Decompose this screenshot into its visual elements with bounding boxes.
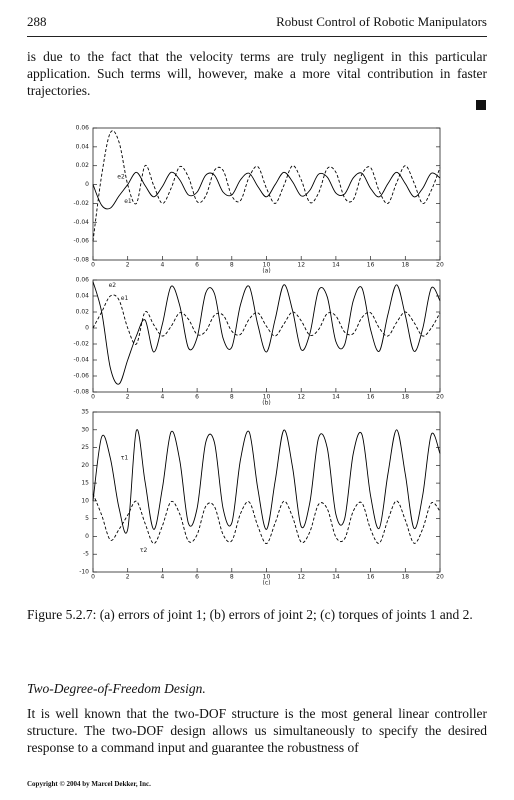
- x-tick-label: 10: [263, 394, 271, 401]
- x-tick-label: 2: [126, 394, 130, 401]
- y-tick-label: -0.08: [73, 257, 89, 264]
- paragraph: It is well known that the two-DOF struct…: [27, 706, 487, 755]
- x-tick-label: 4: [160, 394, 164, 401]
- page-number: 288: [27, 14, 47, 29]
- x-tick-label: 14: [332, 262, 340, 269]
- line-series: [92, 130, 441, 242]
- plot-frame: [92, 127, 441, 261]
- y-tick-label: 15: [81, 480, 89, 487]
- y-tick-label: -0.04: [73, 357, 89, 364]
- x-tick-label: 16: [367, 262, 375, 269]
- series-label: e1: [121, 295, 129, 302]
- y-tick-label: 0.06: [76, 125, 90, 132]
- y-tick-label: 0: [85, 181, 89, 188]
- line-series: [92, 281, 441, 385]
- line-series: [92, 171, 441, 210]
- x-tick-label: 4: [160, 574, 164, 581]
- y-tick-label: 30: [81, 426, 89, 433]
- y-tick-label: 25: [81, 444, 89, 451]
- series-label: τ1: [121, 455, 129, 462]
- y-tick-label: -0.02: [73, 200, 89, 207]
- series-label: τ2: [140, 547, 148, 554]
- x-tick-label: 10: [263, 262, 271, 269]
- x-tick-label: 20: [436, 394, 444, 401]
- y-tick-label: 0.02: [76, 309, 90, 316]
- x-tick-label: 20: [436, 574, 444, 581]
- end-mark: [476, 100, 486, 110]
- y-tick-label: 20: [81, 462, 89, 469]
- y-tick-label: 0.04: [76, 293, 90, 300]
- x-tick-label: 18: [401, 394, 409, 401]
- x-tick-label: 0: [91, 262, 95, 269]
- y-tick-label: -0.06: [73, 373, 89, 380]
- figure: -0.08 -0.06 -0.04 -0.02 0 0.02 0.04 0.06 0 2 4 6 8 10…: [73, 125, 444, 587]
- y-tick-label: -0.08: [73, 389, 89, 396]
- y-tick-label: 35: [81, 409, 89, 416]
- x-tick-label: 18: [401, 262, 409, 269]
- x-tick-label: 6: [195, 262, 199, 269]
- paragraph: is due to the fact that the velocity ter…: [27, 49, 487, 98]
- x-tick-label: 10: [263, 574, 271, 581]
- y-tick-label: -0.02: [73, 341, 89, 348]
- x-axis-label: (c): [263, 580, 271, 587]
- line-series: [92, 493, 441, 545]
- x-tick-label: 16: [367, 574, 375, 581]
- x-tick-label: 14: [332, 394, 340, 401]
- x-tick-label: 6: [195, 574, 199, 581]
- series-label: e2: [117, 174, 125, 181]
- x-tick-label: 12: [297, 262, 305, 269]
- y-tick-label: 0.04: [76, 143, 90, 150]
- x-tick-label: 18: [401, 574, 409, 581]
- header-rule: [27, 36, 487, 37]
- y-tick-label: 5: [85, 515, 89, 522]
- x-tick-label: 0: [91, 394, 95, 401]
- x-tick-label: 20: [436, 262, 444, 269]
- y-tick-label: -0.06: [73, 238, 89, 245]
- x-tick-label: 16: [367, 394, 375, 401]
- y-tick-label: -0.04: [73, 219, 89, 226]
- y-tick-label: 0: [85, 533, 89, 540]
- x-axis-label: (b): [262, 400, 271, 407]
- x-tick-label: 0: [91, 574, 95, 581]
- y-tick-label: 0: [85, 325, 89, 332]
- footer: Copyright © 2004 by Marcel Dekker, Inc.: [27, 780, 151, 788]
- caption: Figure 5.2.7: (a) errors of joint 1; (b)…: [27, 607, 473, 622]
- section-heading: Two-Degree-of-Freedom Design.: [27, 681, 206, 696]
- x-tick-label: 12: [297, 574, 305, 581]
- y-tick-label: 10: [81, 497, 89, 504]
- x-tick-label: 6: [195, 394, 199, 401]
- x-tick-label: 12: [297, 394, 305, 401]
- x-tick-label: 8: [230, 262, 234, 269]
- series-label: e1: [124, 198, 132, 205]
- x-axis-label: (a): [262, 268, 270, 275]
- y-tick-label: -10: [79, 569, 89, 576]
- x-tick-label: 4: [160, 262, 164, 269]
- x-tick-label: 2: [126, 574, 130, 581]
- x-tick-label: 2: [126, 262, 130, 269]
- x-tick-label: 14: [332, 574, 340, 581]
- x-tick-label: 8: [230, 394, 234, 401]
- x-tick-label: 8: [230, 574, 234, 581]
- line-series: [92, 429, 441, 534]
- line-series: [92, 294, 441, 345]
- y-tick-label: 0.06: [76, 277, 90, 284]
- series-label: e2: [109, 282, 117, 289]
- running-title: Robust Control of Robotic Manipulators: [276, 14, 487, 29]
- y-tick-label: -5: [83, 551, 89, 558]
- y-tick-label: 0.02: [76, 162, 90, 169]
